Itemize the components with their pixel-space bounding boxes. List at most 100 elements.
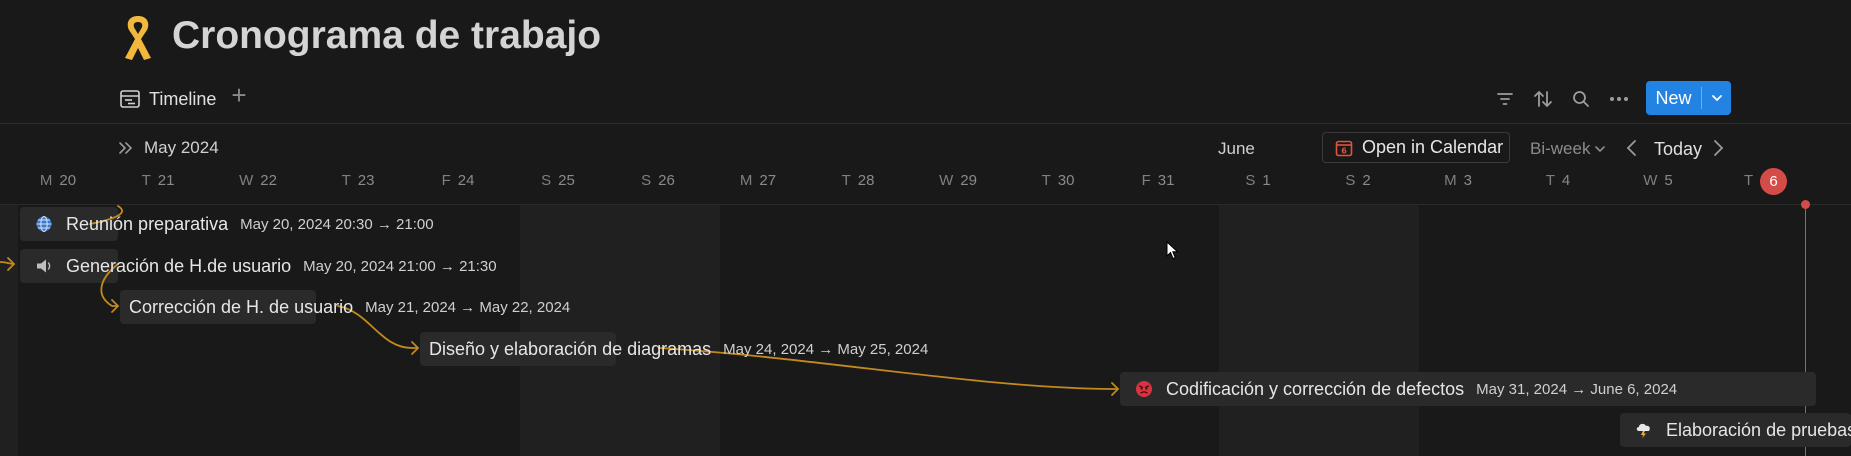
day-label: W 22 [239,172,277,189]
day-weekday: T [1545,172,1555,189]
new-button-label: New [1655,88,1692,108]
day-weekday: S [641,172,652,189]
day-weekday: T [341,172,351,189]
day-weekday: S [1245,172,1256,189]
day-weekday: S [1345,172,1356,189]
task-item[interactable]: Generación de H.de usuario May 20, 2024 … [34,249,497,283]
day-number: 25 [558,172,575,189]
task-name: Reunión preparativa [66,213,229,234]
day-label: S 25 [541,172,575,189]
more-icon[interactable] [1606,86,1632,112]
tab-timeline-label: Timeline [149,88,217,109]
day-label: M 27 [740,172,776,189]
ribbon-icon [125,16,151,60]
task-bar[interactable] [1620,413,1851,447]
task-bar[interactable] [420,332,616,366]
new-button[interactable]: New [1646,81,1731,115]
task-bar[interactable] [1120,372,1816,406]
storm-cloud-icon [1634,420,1654,440]
task-item[interactable]: Elaboración de pruebas [1634,413,1851,447]
day-number: 26 [658,172,675,189]
chevron-right-icon[interactable] [1708,136,1728,160]
search-icon[interactable] [1568,86,1594,112]
task-name: Elaboración de pruebas [1666,419,1851,440]
double-chevron-icon[interactable] [118,141,134,155]
chevron-left-icon[interactable] [1622,136,1642,160]
month-label-june: June [1218,139,1255,158]
day-label: M 20 [40,172,76,189]
chevron-down-icon [1595,146,1606,153]
day-number: 31 [1157,172,1175,189]
svg-text:6: 6 [1341,146,1347,155]
day-number: 20 [59,172,77,189]
task-name: Diseño y elaboración de diagramas [429,338,712,359]
day-weekday: F [441,172,451,189]
day-weekday: M [1444,172,1457,189]
day-number: 27 [759,172,777,189]
day-number: 5 [1664,172,1673,189]
speaker-icon [34,256,54,276]
range-select-label: Bi-week [1530,139,1591,158]
task-item[interactable]: Reunión preparativa May 20, 2024 20:30 →… [34,207,434,241]
chevron-down-icon[interactable] [1702,81,1731,115]
day-number: 29 [960,172,977,189]
task-name: Corrección de H. de usuario [129,296,354,317]
weekend-shade [520,205,720,456]
plus-icon[interactable]: + [231,80,247,110]
day-weekday: T [1041,172,1051,189]
range-select[interactable]: Bi-week [1530,139,1606,159]
open-in-calendar-label: Open in Calendar [1362,137,1504,157]
calendar-icon: 6 [1335,140,1353,156]
day-number: 4 [1561,172,1571,189]
day-number: 22 [260,172,277,189]
day-number: 2 [1362,172,1371,189]
weekend-shade [1219,205,1419,456]
header-divider [0,123,1851,124]
globe-icon [34,214,54,234]
timeline-header-line [0,204,1851,205]
day-label: S 26 [641,172,675,189]
filter-icon[interactable] [1492,86,1518,112]
day-weekday: W [239,172,254,189]
today-button[interactable]: Today [1654,139,1703,159]
today-badge: 6 [1760,168,1787,195]
day-weekday: F [1141,172,1151,189]
day-weekday: W [939,172,954,189]
cursor-icon [1166,241,1179,260]
day-label: W 29 [939,172,977,189]
day-label: F 24 [442,172,475,189]
task-dates: May 31, 2024 → June 6, 2024 [1476,380,1678,398]
today-line [1805,205,1806,456]
day-number: 30 [1057,172,1075,189]
page-title: Cronograma de trabajo [172,14,602,57]
task-item[interactable]: Corrección de H. de usuario May 21, 2024… [129,290,570,324]
weekend-shade [0,205,18,456]
day-weekday: T [141,172,151,189]
day-weekday: W [1643,172,1658,189]
day-number: 1 [1262,172,1271,189]
open-in-calendar-button[interactable]: 6 Open in Calendar [1322,132,1510,163]
task-dates: May 20, 2024 21:00 → 21:30 [303,257,497,275]
day-label: T 30 [1042,172,1075,189]
sort-icon[interactable] [1530,86,1556,112]
day-label: F 31 [1142,172,1175,189]
today-weekday: T [1744,172,1754,189]
task-item[interactable]: Diseño y elaboración de diagramas May 24… [429,332,928,366]
task-dates: May 24, 2024 → May 25, 2024 [723,340,929,358]
day-label: T 21 [142,172,175,189]
today-marker [1801,200,1810,209]
angry-face-icon [1134,379,1154,399]
task-dates: May 21, 2024 → May 22, 2024 [365,298,571,316]
tab-timeline[interactable]: Timeline [120,86,216,112]
timeline-view-icon [120,90,140,108]
day-number: 3 [1463,172,1472,189]
task-bar[interactable] [120,290,316,324]
task-name: Codificación y corrección de defectos [1166,378,1465,399]
day-number: 21 [157,172,175,189]
task-item[interactable]: Codificación y corrección de defectos Ma… [1134,372,1677,406]
task-dates: May 20, 2024 20:30 → 21:00 [240,215,434,233]
